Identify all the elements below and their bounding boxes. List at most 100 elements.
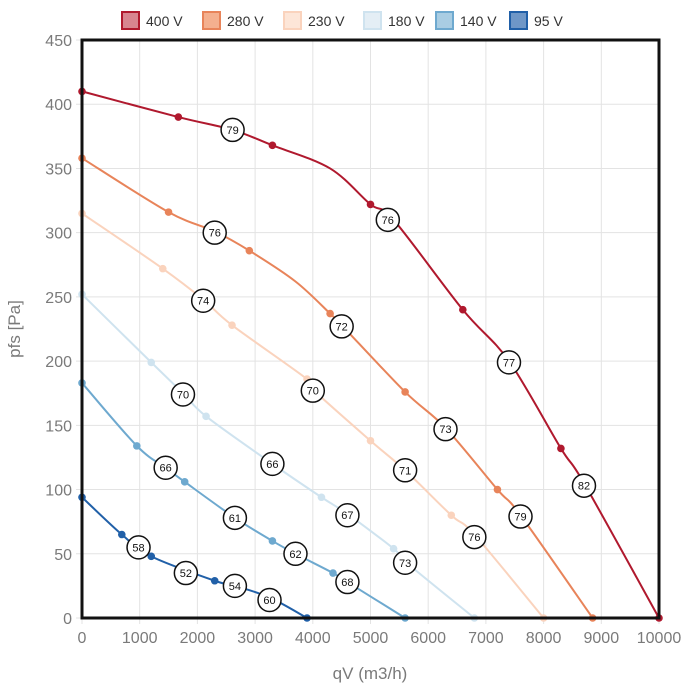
y-axis-label: pfs [Pa] (5, 300, 24, 358)
data-point (317, 493, 326, 502)
legend: 400 V 280 V 230 V 180 V 140 V 95 V (121, 11, 563, 30)
x-tick-label: 1000 (122, 630, 158, 647)
x-tick-label: 3000 (237, 630, 273, 647)
data-point (147, 358, 156, 367)
efficiency-value: 68 (341, 577, 353, 589)
data-point (366, 200, 375, 209)
efficiency-label: 74 (190, 288, 216, 313)
efficiency-label: 79 (220, 117, 245, 143)
efficiency-label: 52 (173, 560, 199, 586)
efficiency-value: 79 (226, 125, 238, 137)
efficiency-badge (496, 350, 522, 375)
efficiency-value: 76 (209, 228, 221, 240)
efficiency-label: 66 (153, 455, 178, 480)
efficiency-badge (392, 550, 418, 576)
series-1 (78, 154, 597, 622)
efficiency-label: 58 (126, 535, 151, 560)
efficiency-label: 68 (335, 569, 360, 595)
efficiency-badge (392, 458, 418, 483)
legend-swatch (363, 11, 382, 30)
efficiency-value: 70 (177, 390, 189, 402)
efficiency-badge (220, 117, 245, 143)
efficiency-label: 66 (260, 451, 285, 477)
efficiency-badge (170, 382, 196, 407)
efficiency-value: 77 (503, 357, 515, 369)
data-point (228, 321, 236, 329)
efficiency-label: 70 (170, 382, 196, 407)
efficiency-label: 79 (508, 504, 533, 529)
efficiency-label: 62 (283, 541, 308, 567)
legend-item: 140 V (435, 11, 497, 30)
y-tick-label: 200 (45, 354, 72, 371)
data-point (147, 552, 156, 561)
legend-item: 95 V (509, 11, 563, 30)
efficiency-label: 73 (392, 550, 418, 576)
efficiency-badge (571, 473, 597, 498)
legend-swatch (202, 11, 221, 30)
efficiency-badge (202, 220, 227, 245)
y-tick-label: 350 (45, 161, 72, 178)
legend-swatch (121, 11, 140, 30)
y-tick-label: 450 (45, 33, 72, 50)
efficiency-badge (222, 505, 248, 531)
efficiency-value: 73 (399, 558, 411, 570)
data-point (493, 485, 502, 494)
data-point (174, 113, 183, 121)
data-point (366, 436, 375, 445)
x-tick-label: 5000 (353, 630, 389, 647)
data-point (180, 478, 189, 486)
efficiency-label: 73 (433, 416, 458, 442)
data-point (389, 544, 398, 553)
efficiency-badge (329, 314, 354, 339)
efficiency-label: 76 (202, 220, 227, 245)
efficiency-badge (433, 416, 458, 442)
x-axis-label: qV (m3/h) (333, 664, 408, 683)
data-point (158, 264, 167, 273)
legend-item: 180 V (363, 11, 425, 30)
plot-frame (80, 38, 661, 620)
x-tick-label: 9000 (584, 630, 620, 647)
efficiency-badge (222, 573, 248, 599)
legend-label: 400 V (146, 13, 183, 29)
data-point (268, 141, 277, 150)
x-tick-label: 6000 (410, 630, 446, 647)
efficiency-badge (300, 378, 326, 403)
efficiency-badge (257, 587, 282, 613)
legend-label: 230 V (308, 13, 345, 29)
efficiency-label: 71 (392, 458, 418, 483)
legend-swatch (435, 11, 454, 30)
efficiency-value: 79 (514, 512, 526, 524)
series-line (81, 157, 594, 619)
efficiency-badge (153, 455, 178, 480)
data-point (118, 530, 126, 539)
legend-label: 180 V (388, 13, 425, 29)
data-point (210, 576, 219, 585)
efficiency-label: 77 (496, 350, 522, 375)
data-point (329, 569, 337, 577)
efficiency-label: 82 (571, 473, 597, 498)
data-point (459, 305, 467, 314)
data-point (401, 388, 409, 396)
efficiency-badge (335, 569, 360, 595)
efficiency-label: 54 (222, 573, 248, 599)
efficiency-badge (375, 207, 401, 233)
data-point (164, 208, 173, 216)
x-tick-label: 4000 (295, 630, 331, 647)
efficiency-value: 71 (399, 465, 411, 477)
x-tick-label: 7000 (468, 630, 504, 647)
x-tick-label: 10000 (637, 630, 682, 647)
efficiency-label: 67 (335, 502, 360, 528)
x-tick-label: 2000 (180, 630, 216, 647)
efficiency-label: 76 (375, 207, 401, 233)
data-point (202, 412, 210, 421)
efficiency-value: 54 (229, 581, 241, 593)
efficiency-label: 76 (462, 524, 487, 550)
y-tick-label: 250 (45, 290, 72, 307)
efficiency-badge (462, 524, 487, 550)
efficiency-label: 60 (257, 587, 282, 613)
efficiency-badge (508, 504, 533, 529)
efficiency-value: 82 (578, 481, 590, 493)
legend-swatch (283, 11, 302, 30)
efficiency-badge (260, 451, 285, 477)
